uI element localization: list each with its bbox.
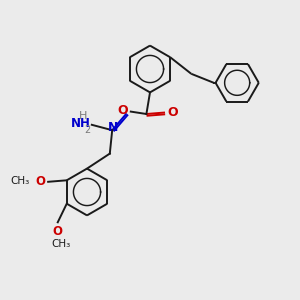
- Text: O: O: [118, 104, 128, 117]
- Text: H: H: [79, 111, 88, 122]
- Text: O: O: [167, 106, 178, 119]
- Text: CH₃: CH₃: [10, 176, 29, 186]
- Text: O: O: [36, 175, 46, 188]
- Text: O: O: [53, 225, 63, 238]
- Text: CH₃: CH₃: [51, 239, 70, 249]
- Text: NH: NH: [70, 117, 90, 130]
- Text: N: N: [108, 121, 118, 134]
- Text: 2: 2: [84, 125, 90, 135]
